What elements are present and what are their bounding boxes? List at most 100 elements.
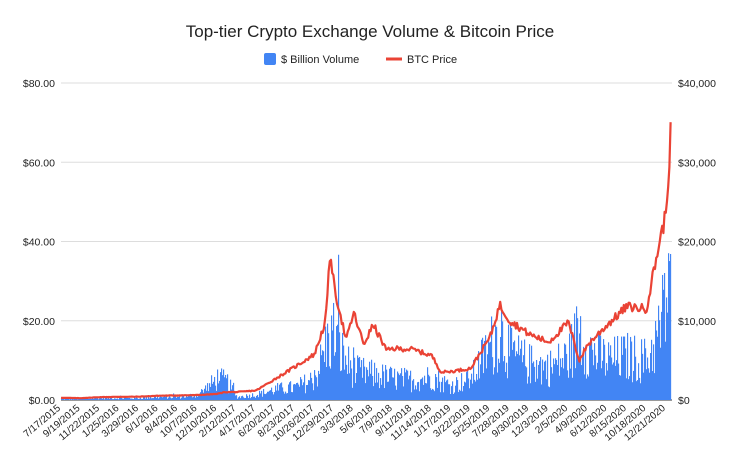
volume-bar (137, 398, 139, 400)
volume-bar (167, 398, 169, 400)
volume-bar (432, 388, 434, 400)
volume-bar (435, 373, 437, 400)
volume-bar (231, 389, 233, 400)
volume-bar (495, 325, 497, 400)
volume-bar (170, 397, 172, 400)
volume-bar (447, 379, 449, 400)
volume-bar (279, 384, 281, 400)
volume-bar (608, 342, 610, 400)
volume-bar (425, 383, 427, 400)
volume-bar (420, 379, 422, 400)
volume-bar (486, 368, 488, 400)
volume-bar (562, 357, 564, 400)
volume-bar (138, 399, 140, 400)
volume-bar (259, 390, 261, 400)
volume-bar (106, 397, 108, 400)
volume-bar (310, 372, 312, 400)
volume-bar (410, 370, 412, 400)
volume-bar (606, 363, 608, 400)
volume-bar (286, 393, 288, 400)
volume-bar (586, 378, 588, 400)
volume-bar (384, 388, 386, 400)
volume-bar (69, 399, 71, 400)
volume-bar (448, 384, 450, 400)
volume-bar (470, 379, 472, 400)
volume-bar (658, 305, 660, 400)
volume-bar (316, 377, 318, 400)
volume-bar (534, 366, 536, 400)
volume-bar (249, 394, 251, 400)
left-tick-label: $0.00 (29, 395, 55, 407)
volume-bar (614, 336, 616, 400)
volume-bar (531, 345, 533, 400)
volume-bar (479, 378, 481, 400)
volume-bar (92, 398, 94, 400)
volume-bar (499, 362, 501, 400)
volume-bar (482, 337, 484, 400)
volume-bar (382, 364, 384, 400)
volume-bar (582, 355, 584, 400)
volume-bar (414, 389, 416, 400)
volume-bar (193, 396, 195, 400)
volume-bar (541, 384, 543, 400)
volume-bar (652, 371, 654, 400)
volume-bar (325, 326, 327, 400)
volume-bar (152, 398, 154, 400)
volume-bar (151, 398, 153, 400)
volume-bar (483, 373, 485, 400)
volume-bar (243, 397, 245, 400)
volume-bar (169, 395, 171, 400)
volume-bar (578, 358, 580, 400)
volume-bar (288, 384, 290, 400)
volume-bar (150, 395, 152, 400)
volume-bar (247, 395, 249, 400)
right-axis: $0 $10,000 $20,000 $30,000 $40,000 (678, 78, 716, 407)
volume-bar (452, 381, 454, 400)
volume-bar (392, 377, 394, 400)
volume-bar (389, 368, 391, 400)
volume-bar (355, 383, 357, 400)
right-tick-label: $30,000 (678, 157, 716, 169)
volume-bar (335, 352, 337, 400)
volume-bar (404, 367, 406, 400)
volume-bar (74, 398, 76, 400)
volume-bar (439, 381, 441, 400)
volume-bar (619, 375, 621, 400)
volume-bar (621, 336, 623, 400)
volume-bar (195, 397, 197, 400)
volume-bar (219, 380, 221, 400)
volume-bar (313, 390, 315, 400)
volume-bar (461, 373, 463, 400)
left-tick-label: $60.00 (23, 157, 55, 169)
volume-bar (400, 373, 402, 400)
volume-bar (513, 342, 515, 400)
volume-bar (146, 396, 148, 400)
volume-bar (584, 374, 586, 400)
volume-bar (344, 369, 346, 400)
volume-bar (401, 368, 403, 400)
volume-bar (229, 392, 231, 400)
volume-bar (440, 392, 442, 400)
volume-bar (211, 375, 213, 400)
volume-bar (633, 370, 635, 400)
volume-bar (508, 324, 510, 400)
volume-bar (349, 373, 351, 400)
volume-bar (426, 383, 428, 400)
volume-bar (303, 382, 305, 400)
volume-bar (178, 396, 180, 400)
volume-bar (156, 398, 158, 400)
volume-bar (112, 399, 114, 400)
volume-bar (186, 394, 188, 400)
volume-bar (473, 359, 475, 400)
volume-bar (529, 344, 531, 400)
volume-bar (329, 366, 331, 400)
volume-bar (331, 315, 333, 400)
volume-bar (527, 383, 529, 400)
volume-bar (574, 313, 576, 400)
volume-bar (581, 365, 583, 400)
volume-bar (592, 349, 594, 400)
volume-bar (597, 362, 599, 400)
volume-bar (503, 361, 505, 400)
volume-bar (339, 332, 341, 400)
